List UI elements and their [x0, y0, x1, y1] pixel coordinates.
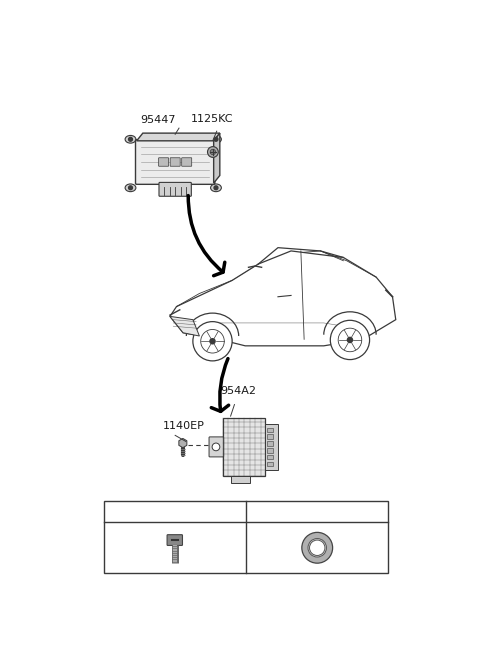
FancyBboxPatch shape — [223, 418, 265, 476]
Circle shape — [129, 186, 132, 190]
FancyBboxPatch shape — [167, 535, 182, 545]
Text: 954A2: 954A2 — [221, 386, 257, 396]
FancyBboxPatch shape — [267, 448, 273, 453]
Circle shape — [310, 540, 325, 555]
Ellipse shape — [125, 184, 136, 192]
Circle shape — [347, 336, 353, 343]
Polygon shape — [179, 438, 187, 447]
Circle shape — [302, 532, 333, 563]
Circle shape — [210, 149, 216, 154]
Circle shape — [129, 137, 132, 141]
FancyBboxPatch shape — [135, 140, 215, 185]
Circle shape — [330, 321, 370, 359]
Ellipse shape — [211, 135, 221, 143]
FancyBboxPatch shape — [170, 158, 180, 166]
Circle shape — [338, 328, 362, 351]
Polygon shape — [170, 251, 396, 346]
FancyBboxPatch shape — [265, 424, 277, 470]
Text: 95447: 95447 — [141, 115, 176, 125]
FancyBboxPatch shape — [182, 158, 192, 166]
Ellipse shape — [211, 184, 221, 192]
FancyBboxPatch shape — [267, 461, 273, 466]
Text: 1327CB: 1327CB — [294, 505, 340, 518]
Circle shape — [214, 137, 218, 141]
Polygon shape — [214, 133, 220, 183]
FancyBboxPatch shape — [209, 437, 224, 457]
FancyBboxPatch shape — [267, 455, 273, 459]
FancyBboxPatch shape — [267, 442, 273, 446]
Text: 1140EP: 1140EP — [163, 420, 204, 431]
FancyBboxPatch shape — [267, 428, 273, 432]
Ellipse shape — [125, 135, 136, 143]
FancyBboxPatch shape — [158, 158, 168, 166]
Circle shape — [209, 338, 216, 344]
Circle shape — [214, 186, 218, 190]
Circle shape — [308, 539, 326, 557]
Polygon shape — [137, 133, 220, 141]
Polygon shape — [170, 317, 199, 336]
Text: 1125KC: 1125KC — [191, 114, 233, 124]
Circle shape — [193, 322, 232, 361]
Circle shape — [201, 329, 224, 353]
FancyBboxPatch shape — [230, 476, 250, 484]
Circle shape — [212, 443, 220, 451]
FancyBboxPatch shape — [267, 434, 273, 439]
FancyBboxPatch shape — [159, 183, 192, 196]
Text: 95466: 95466 — [156, 505, 193, 518]
Circle shape — [207, 147, 218, 158]
Bar — [104, 501, 388, 573]
